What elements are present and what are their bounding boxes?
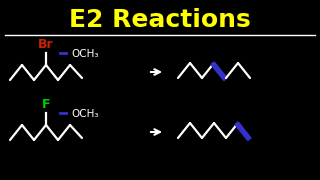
Text: OCH₃: OCH₃ — [71, 49, 99, 59]
Text: F: F — [42, 98, 50, 111]
Text: Br: Br — [38, 38, 54, 51]
Text: OCH₃: OCH₃ — [71, 109, 99, 119]
Text: E2 Reactions: E2 Reactions — [69, 8, 251, 32]
